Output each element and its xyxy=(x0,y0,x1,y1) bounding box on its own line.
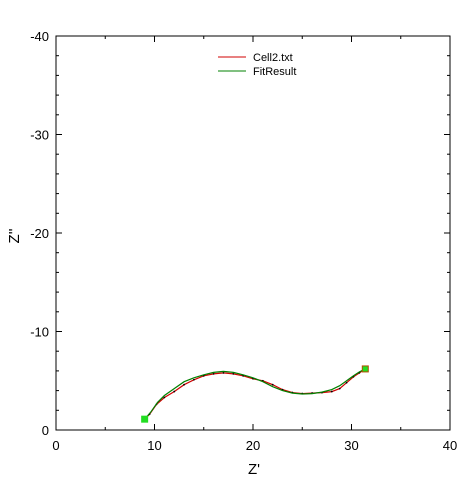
x-tick-label: 0 xyxy=(52,438,59,453)
x-tick-label: 10 xyxy=(147,438,161,453)
series-layer xyxy=(143,368,367,421)
y-tick-label: -20 xyxy=(30,226,49,241)
data-point xyxy=(193,378,195,381)
data-point xyxy=(338,387,341,390)
x-tick-label: 40 xyxy=(443,438,457,453)
legend: Cell2.txt FitResult xyxy=(218,52,296,78)
series-line-0 xyxy=(144,368,366,420)
data-point xyxy=(330,390,333,393)
y-axis-title: Z'' xyxy=(6,228,23,243)
endpoint-marker-1 xyxy=(361,365,369,373)
data-point xyxy=(212,372,215,375)
legend-label-cell2: Cell2.txt xyxy=(253,52,293,64)
y-axis-ticks: 0 -10 -20 -30 -40 xyxy=(30,29,450,438)
data-point xyxy=(232,372,235,375)
x-tick-label: 30 xyxy=(344,438,358,453)
y-tick-label: -30 xyxy=(30,128,49,143)
data-point xyxy=(173,390,176,393)
data-point xyxy=(222,371,225,374)
y-tick-label: 0 xyxy=(42,423,49,438)
series-line-1 xyxy=(144,368,366,420)
data-point xyxy=(271,383,274,386)
plot-frame xyxy=(55,35,451,431)
data-point xyxy=(345,381,348,384)
legend-label-fitresult: FitResult xyxy=(253,66,296,78)
data-point xyxy=(183,383,185,386)
endpoint-marker-0 xyxy=(141,415,149,423)
x-axis-ticks: 0 10 20 30 40 xyxy=(52,36,457,453)
data-point xyxy=(163,396,166,399)
y-tick-label: -40 xyxy=(30,29,49,44)
x-axis-title: Z' xyxy=(248,461,260,478)
marker-layer xyxy=(141,365,369,423)
y-tick-label: -10 xyxy=(30,325,49,340)
x-tick-label: 20 xyxy=(246,438,260,453)
